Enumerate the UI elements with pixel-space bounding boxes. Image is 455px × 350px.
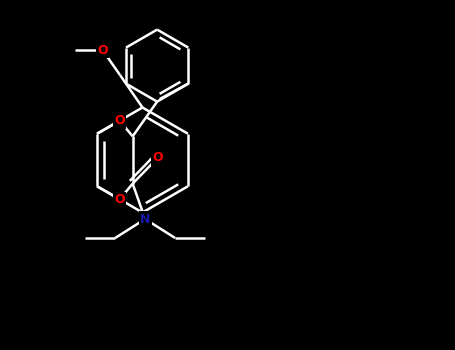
Text: O: O [97, 43, 108, 56]
Text: O: O [114, 193, 125, 206]
Text: O: O [114, 114, 125, 127]
Text: N: N [140, 212, 150, 225]
Text: O: O [152, 151, 163, 164]
